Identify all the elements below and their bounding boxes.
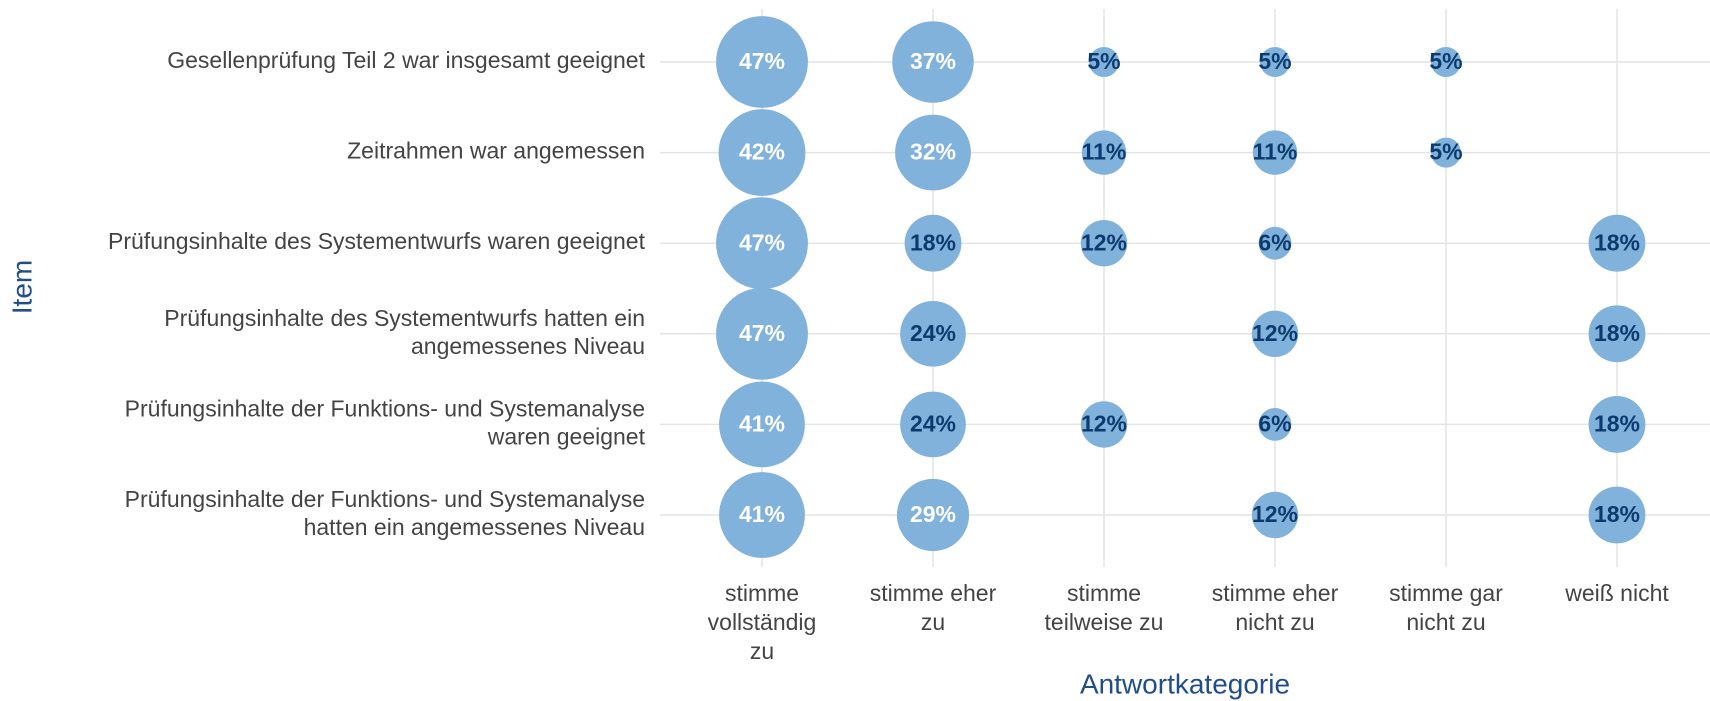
y-tick-label: Prüfungsinhalte des Systementwurfs hatte… bbox=[164, 305, 645, 359]
bubble bbox=[1258, 226, 1292, 260]
bubble bbox=[1081, 130, 1127, 175]
y-tick-label: Prüfungsinhalte der Funktions- und Syste… bbox=[125, 395, 646, 449]
data-label: 18% bbox=[1594, 501, 1640, 527]
x-tick-label: stimme eher zu bbox=[870, 580, 997, 635]
bubble bbox=[716, 197, 808, 290]
data-label: 11% bbox=[1082, 139, 1127, 165]
data-label: 29% bbox=[910, 501, 956, 527]
data-label: 5% bbox=[1429, 48, 1462, 74]
bubble bbox=[1251, 310, 1299, 358]
data-label: 24% bbox=[910, 410, 956, 436]
bubble bbox=[900, 300, 966, 367]
bubble bbox=[1258, 407, 1292, 441]
bubble bbox=[716, 287, 808, 380]
data-label: 18% bbox=[1594, 229, 1640, 255]
data-label: 18% bbox=[1594, 320, 1640, 346]
bubble bbox=[896, 478, 970, 552]
data-label: 12% bbox=[1081, 229, 1127, 255]
data-label: 6% bbox=[1258, 410, 1291, 436]
data-label: 41% bbox=[739, 501, 785, 527]
data-label: 37% bbox=[910, 48, 956, 74]
x-tick-label: stimme teilweise zu bbox=[1045, 580, 1164, 635]
data-label: 42% bbox=[739, 139, 785, 165]
x-tick-label: weiß nicht bbox=[1564, 580, 1669, 606]
bubble bbox=[719, 381, 805, 468]
data-label: 6% bbox=[1258, 229, 1291, 255]
y-tick-label: Prüfungsinhalte des Systementwurfs waren… bbox=[108, 228, 646, 254]
x-tick-label: stimme eher nicht zu bbox=[1212, 580, 1339, 635]
x-tick-label: stimme vollständig zu bbox=[708, 580, 817, 664]
data-label: 47% bbox=[739, 229, 785, 255]
data-label: 47% bbox=[739, 320, 785, 346]
data-label: 5% bbox=[1087, 48, 1120, 74]
data-label: 5% bbox=[1258, 48, 1291, 74]
bubble bbox=[1588, 486, 1646, 544]
bubble bbox=[1080, 401, 1128, 448]
bubble bbox=[1080, 219, 1128, 267]
data-label: 24% bbox=[910, 320, 956, 346]
data-label: 18% bbox=[910, 229, 956, 255]
data-label: 5% bbox=[1429, 139, 1462, 165]
bubble bbox=[895, 114, 971, 191]
y-tick-label: Gesellenprüfung Teil 2 war insgesamt gee… bbox=[167, 47, 645, 73]
bubble bbox=[718, 109, 806, 197]
y-axis-title: Item bbox=[6, 260, 37, 314]
bubble bbox=[1252, 130, 1298, 175]
y-tick-label: Zeitrahmen war angemessen bbox=[347, 138, 645, 164]
bubble bbox=[1251, 491, 1299, 539]
bubble bbox=[1588, 395, 1646, 453]
bubble bbox=[1431, 47, 1461, 77]
bubble bbox=[1588, 305, 1646, 363]
bubble bbox=[892, 21, 974, 103]
bubble bbox=[900, 391, 966, 458]
y-tick-label: Prüfungsinhalte der Funktions- und Syste… bbox=[125, 486, 645, 540]
x-axis-title: Antwortkategorie bbox=[1080, 668, 1290, 699]
data-label: 41% bbox=[739, 410, 785, 436]
data-label: 12% bbox=[1252, 501, 1298, 527]
data-label: 12% bbox=[1081, 410, 1127, 436]
data-label: 32% bbox=[910, 139, 956, 165]
bubble bbox=[1260, 47, 1290, 77]
x-tick-label: stimme gar nicht zu bbox=[1389, 580, 1503, 635]
data-label: 11% bbox=[1253, 139, 1298, 165]
data-label: 47% bbox=[739, 48, 785, 74]
bubble bbox=[719, 472, 805, 558]
bubble bbox=[904, 214, 962, 272]
data-label: 12% bbox=[1252, 320, 1298, 346]
bubble bbox=[1588, 214, 1646, 272]
bubble bbox=[716, 16, 808, 108]
bubble bbox=[1089, 47, 1119, 77]
bubble bbox=[1431, 137, 1461, 168]
data-label: 18% bbox=[1594, 410, 1640, 436]
